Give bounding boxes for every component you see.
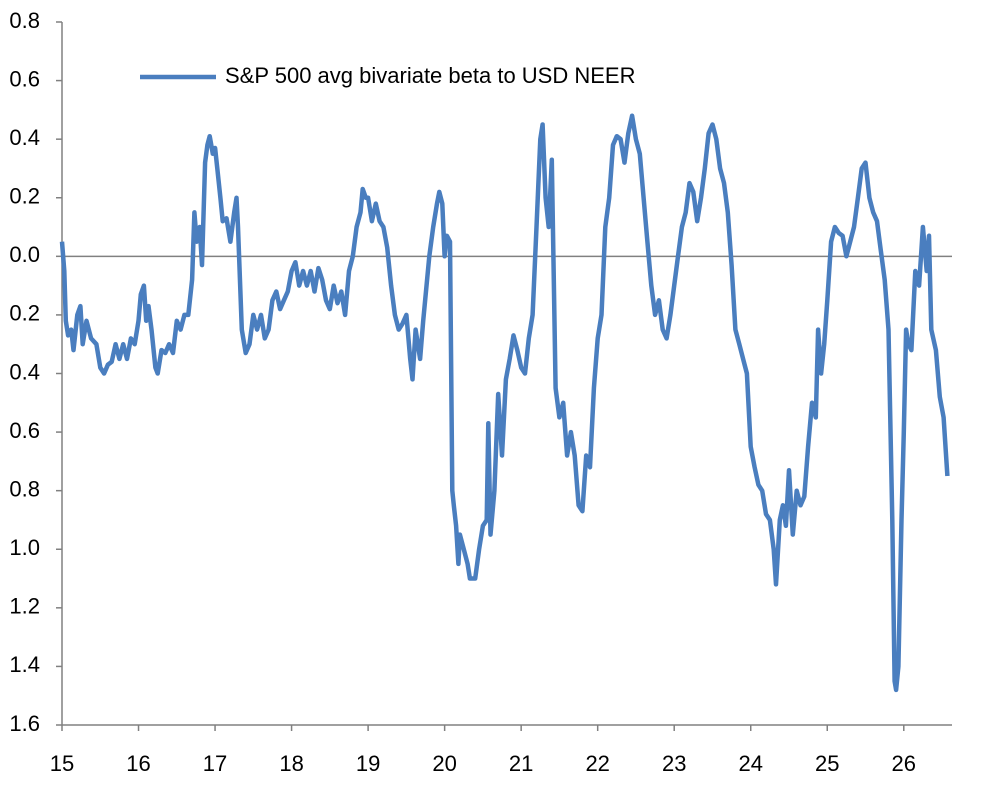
x-tick-label: 25	[815, 751, 839, 776]
legend-label: S&P 500 avg bivariate beta to USD NEER	[225, 63, 635, 88]
x-tick-label: 23	[662, 751, 686, 776]
x-tick-label: 19	[356, 751, 380, 776]
x-tick-label: 15	[50, 751, 74, 776]
x-tick-label: 22	[585, 751, 609, 776]
x-tick-label: 20	[432, 751, 456, 776]
y-tick-label: 1.6	[9, 711, 40, 736]
line-series	[59, 113, 950, 693]
x-tick-label: 24	[738, 751, 762, 776]
x-tick-label: 26	[892, 751, 916, 776]
y-tick-label: 1.4	[9, 652, 40, 677]
y-tick-label: 0.8	[9, 476, 40, 501]
x-tick-label: 21	[509, 751, 533, 776]
y-tick-label: 1.2	[9, 594, 40, 619]
x-tick-label: 18	[279, 751, 303, 776]
y-tick-label: 0.2	[9, 184, 40, 209]
y-tick-label: 0.4	[9, 125, 40, 150]
x-tick-label: 17	[203, 751, 227, 776]
y-tick-label: 0.4	[9, 359, 40, 384]
y-tick-label: 0.6	[9, 418, 40, 443]
y-tick-label: 0.2	[9, 301, 40, 326]
y-tick-label: 0.8	[9, 8, 40, 33]
x-tick-label: 16	[126, 751, 150, 776]
y-tick-label: 0.6	[9, 66, 40, 91]
y-tick-label: 0.0	[9, 242, 40, 267]
y-tick-label: 1.0	[9, 535, 40, 560]
